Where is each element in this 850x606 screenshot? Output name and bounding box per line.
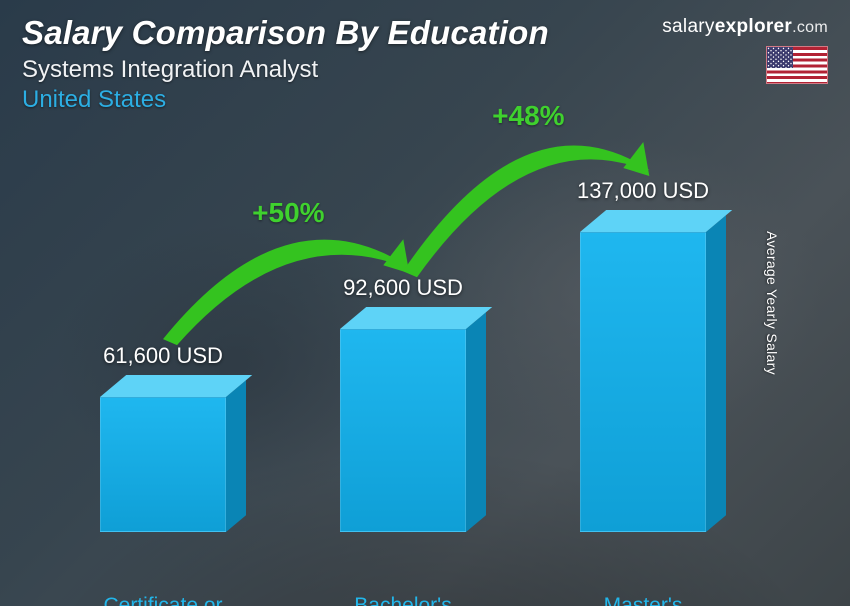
bar-front (100, 397, 226, 532)
bar-top-face (580, 210, 732, 232)
bar-chart: 61,600 USDCertificate orDiploma 92,600 US… (40, 88, 780, 588)
chart-title: Salary Comparison By Education (22, 14, 549, 52)
arrowhead-icon (383, 239, 409, 273)
bar-value-label: 137,000 USD (543, 178, 743, 204)
bar-category-label: Certificate orDiploma (53, 594, 273, 606)
increase-pct-label: +50% (252, 197, 324, 229)
bar-slot: 137,000 USDMaster'sDegree (580, 232, 706, 588)
bar-front (580, 232, 706, 532)
brand-block: salaryexplorer.com (662, 16, 828, 84)
increase-pct-label: +48% (492, 100, 564, 132)
bar-top-face (100, 375, 252, 397)
bar (100, 397, 226, 532)
bar-side-face (706, 215, 726, 532)
bar-top-face (340, 307, 492, 329)
infographic-stage: Salary Comparison By Education Systems I… (0, 0, 850, 606)
bar-side-face (466, 312, 486, 532)
bar-slot: 92,600 USDBachelor'sDegree (340, 329, 466, 588)
bar-slot: 61,600 USDCertificate orDiploma (100, 397, 226, 588)
brand-name-part1: salary (662, 16, 714, 37)
brand-suffix: .com (792, 19, 828, 36)
bar (580, 232, 706, 532)
bar-category-label: Bachelor'sDegree (293, 594, 513, 606)
bar-side-face (226, 380, 246, 532)
bar (340, 329, 466, 532)
us-flag-icon (766, 46, 828, 84)
arrowhead-icon (623, 142, 649, 176)
bar-value-label: 92,600 USD (303, 275, 503, 301)
brand-logo-text: salaryexplorer.com (662, 16, 828, 38)
bar-front (340, 329, 466, 532)
bar-category-label: Master'sDegree (533, 594, 753, 606)
chart-subtitle: Systems Integration Analyst (22, 56, 549, 84)
brand-name-part2: explorer (715, 16, 792, 37)
bar-value-label: 61,600 USD (63, 343, 263, 369)
